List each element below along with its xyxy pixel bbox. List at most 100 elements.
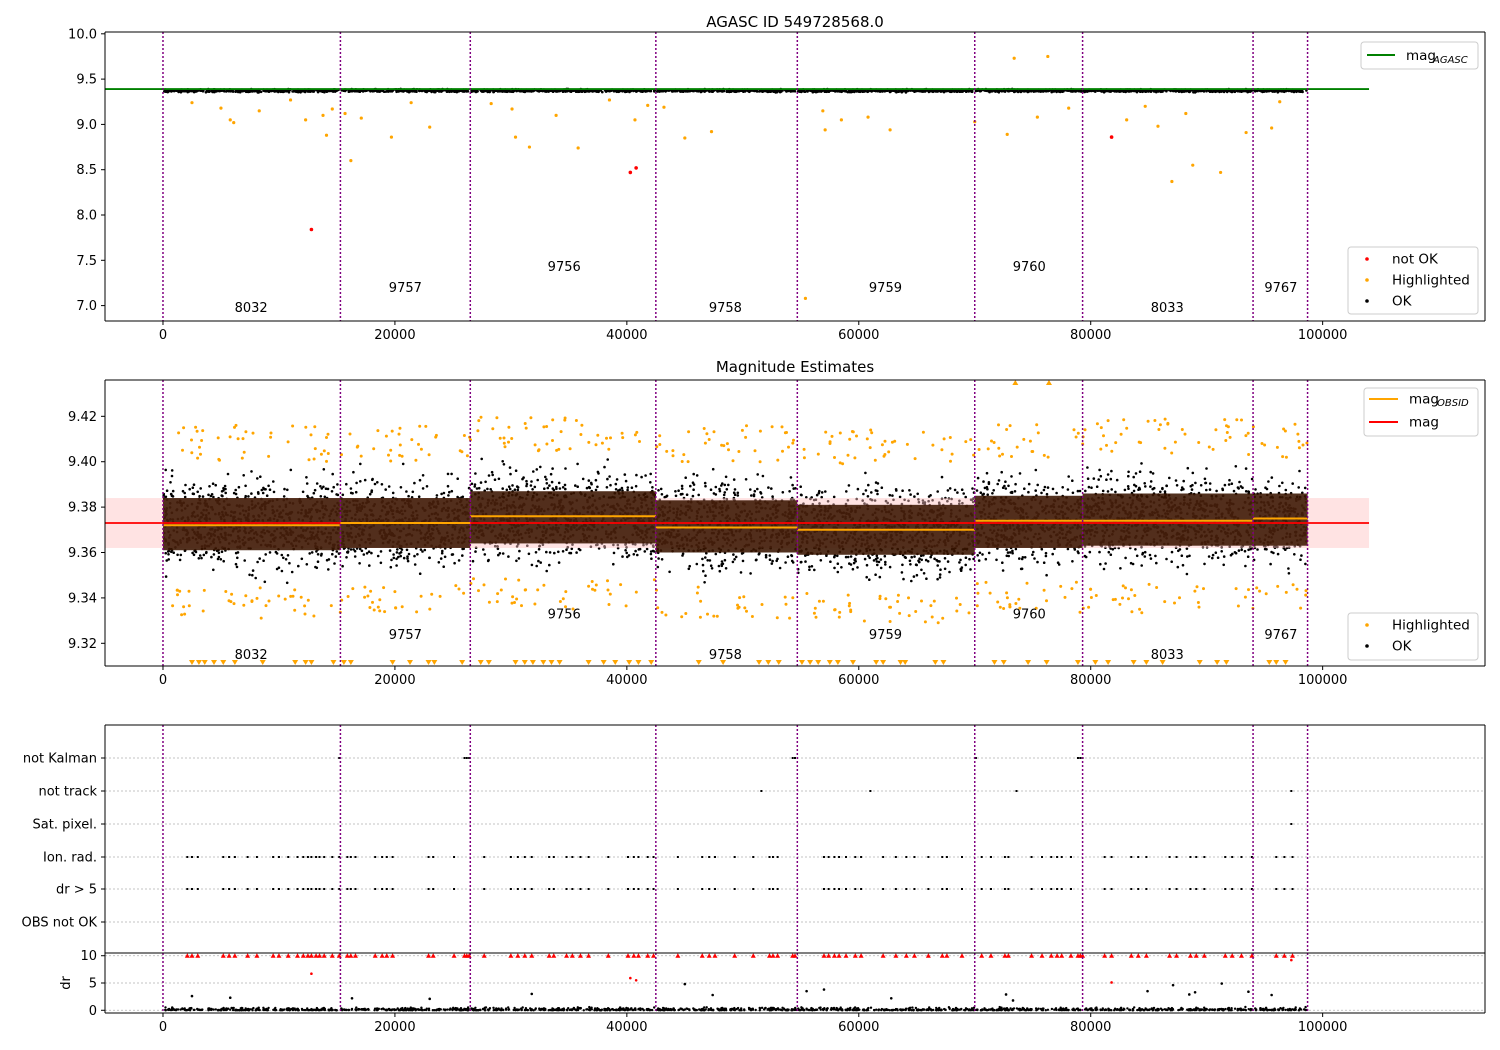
ok-point	[324, 487, 328, 491]
highlighted-point	[330, 107, 334, 111]
ok-point	[473, 485, 477, 488]
ok-point	[293, 89, 296, 92]
ok-point	[704, 484, 707, 488]
ok-point	[755, 90, 759, 93]
ok-point	[322, 485, 325, 489]
obsid-label: 9756	[548, 260, 581, 275]
ok-point	[399, 486, 403, 489]
ok-point	[171, 489, 175, 493]
ok-point	[764, 89, 767, 93]
ok-point	[349, 487, 353, 490]
ok-point	[501, 90, 504, 93]
ok-point	[627, 554, 631, 557]
obsid-label: 8032	[235, 301, 268, 316]
ok-point	[548, 563, 551, 567]
ok-point	[530, 563, 534, 567]
ok-point	[200, 556, 203, 560]
ok-point	[863, 89, 866, 93]
highlighted-point	[228, 118, 232, 122]
legend-label: Highlighted	[1392, 273, 1470, 289]
ok-point	[320, 552, 323, 556]
ok-point	[219, 558, 223, 561]
ok-point	[621, 555, 624, 558]
ok-point	[852, 89, 855, 93]
ok-point	[635, 473, 638, 477]
ok-point	[578, 548, 582, 552]
ok-point	[527, 552, 531, 556]
ok-point	[1218, 90, 1221, 94]
ok-point	[164, 575, 168, 578]
ok-point	[497, 477, 501, 481]
ok-point	[183, 495, 187, 499]
ok-point	[1199, 89, 1202, 93]
ok-point	[457, 89, 461, 93]
ok-point	[624, 479, 628, 483]
ok-point	[634, 484, 638, 488]
ok-point	[625, 551, 628, 555]
highlighted-point	[219, 106, 223, 110]
ok-point	[692, 488, 695, 492]
ok-point	[585, 90, 589, 93]
ok-point	[692, 472, 695, 476]
ok-point	[644, 89, 648, 93]
ok-point	[578, 89, 581, 93]
ok-point	[1225, 90, 1229, 94]
highlighted-point	[288, 98, 293, 102]
ok-point	[550, 89, 554, 92]
ok-point	[747, 89, 750, 93]
not-ok-point	[628, 170, 633, 175]
ok-point	[609, 89, 613, 92]
ok-point	[735, 89, 739, 93]
ok-point	[1247, 90, 1250, 93]
ok-point	[172, 551, 175, 554]
ok-point	[1192, 91, 1195, 94]
ok-point	[243, 559, 246, 562]
ok-point	[565, 90, 569, 93]
highlighted-point	[1170, 179, 1174, 184]
ok-point	[247, 495, 250, 498]
highlighted-point	[428, 125, 432, 129]
ok-point	[518, 549, 521, 553]
ok-point	[251, 573, 254, 577]
highlighted-point	[510, 107, 514, 111]
ok-point	[288, 561, 291, 565]
ok-point	[775, 90, 779, 93]
ok-point	[785, 89, 789, 92]
ok-point	[236, 556, 239, 560]
ok-point	[264, 553, 268, 556]
ok-point	[942, 90, 946, 94]
ok-point	[555, 487, 558, 491]
ok-point	[671, 90, 674, 93]
ok-point	[408, 90, 412, 93]
ok-point	[587, 485, 591, 489]
ok-point	[514, 469, 518, 473]
ok-point	[220, 550, 224, 554]
ok-point	[1055, 90, 1058, 94]
ok-point	[202, 553, 206, 557]
ok-point	[515, 485, 519, 488]
ok-point	[373, 482, 377, 486]
ok-point	[336, 483, 339, 486]
ok-point	[247, 90, 250, 94]
ok-point	[532, 470, 535, 473]
ok-point	[710, 90, 714, 93]
ok-point	[569, 551, 573, 555]
ok-point	[723, 558, 727, 562]
ok-point	[331, 552, 334, 556]
ok-point	[530, 480, 533, 483]
ok-point	[550, 480, 554, 484]
highlighted-point	[1046, 54, 1050, 59]
ok-point	[359, 462, 362, 466]
ok-point	[390, 558, 393, 562]
ok-point	[201, 495, 205, 498]
ok-point	[199, 487, 202, 490]
ok-point	[401, 462, 405, 466]
ok-point	[860, 89, 864, 93]
ok-point	[376, 554, 380, 558]
highlighted-point	[576, 146, 580, 150]
not-ok-point	[309, 227, 314, 232]
ok-point	[473, 89, 476, 93]
ok-point	[558, 487, 562, 490]
ok-point	[250, 470, 253, 473]
ok-point	[817, 90, 821, 93]
